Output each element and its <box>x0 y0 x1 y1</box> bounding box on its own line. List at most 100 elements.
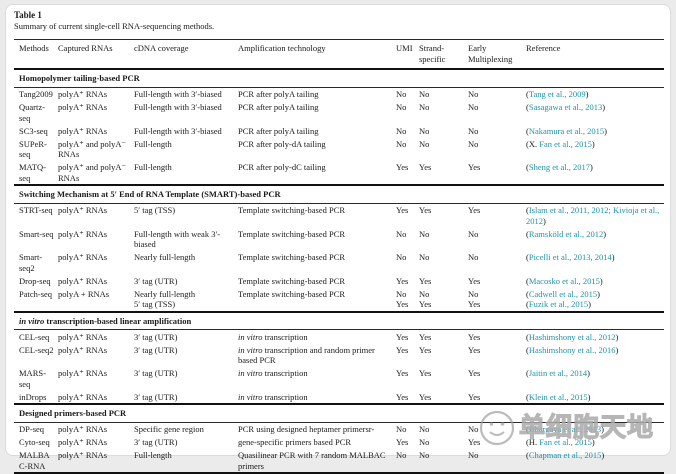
citation-link[interactable]: Picelli et al., 2013, 2014 <box>529 252 612 262</box>
cell-captured-rnas: polyA⁺ RNAs <box>58 124 134 137</box>
table-header-row: Methods Captured RNAs cDNA coverage Ampl… <box>14 40 664 70</box>
reference: (Nakamura et al., 2015) <box>526 126 661 137</box>
cell-method: Smart-seq <box>14 227 58 251</box>
section-header-row: in vitro transcription-based linear ampl… <box>14 312 664 330</box>
cell-umi: No <box>396 449 419 474</box>
cell-strand-specific: No <box>419 422 468 436</box>
reference: (Bhargava et al., 2013) <box>526 424 661 435</box>
cell-amplification: Quasilinear PCR with 7 random MALBAC pri… <box>238 449 396 474</box>
reference-paren: ) <box>601 424 604 434</box>
cell-early-multiplexing: No <box>468 227 526 251</box>
cell-captured-rnas: polyA⁺ and polyA⁻ RNAs <box>58 161 134 186</box>
citation-link[interactable]: Bhargava et al., 2013 <box>529 424 601 434</box>
cell-strand-specific: Yes <box>419 367 468 391</box>
citation-link[interactable]: Chapman et al., 2015 <box>529 450 601 460</box>
cell-amplification: Template switching-based PCR <box>238 203 396 227</box>
cell-method: MALBAC-RNA <box>14 449 58 474</box>
citation-link[interactable]: Fuzik et al., 2015 <box>529 299 588 309</box>
reference-paren: ) <box>616 345 619 355</box>
cell-method: MARS-seq <box>14 367 58 391</box>
cell-amplification: PCR after poly-dA tailing <box>238 137 396 161</box>
cell-amplification: Template switching-based PCR <box>238 227 396 251</box>
citation-link[interactable]: Jaitin et al., 2014 <box>529 368 587 378</box>
cell-cdna-coverage: 3′ tag (UTR) <box>134 274 238 287</box>
cell-captured-rnas: polyA⁺ RNAs <box>58 87 134 101</box>
cell-captured-rnas: polyA⁺ RNAs <box>58 436 134 449</box>
citation-link[interactable]: Nakamura et al., 2015 <box>529 126 604 136</box>
cell-cdna-coverage: 3′ tag (UTR) <box>134 343 238 367</box>
cell-cdna-coverage: Full-length with 3′-biased <box>134 124 238 137</box>
cell-cdna-coverage: Full-length <box>134 449 238 474</box>
cell-strand-specific: No <box>419 436 468 449</box>
methods-summary-table: Methods Captured RNAs cDNA coverage Ampl… <box>14 39 664 474</box>
cell-early-multiplexing: Yes <box>468 274 526 287</box>
cell-cdna-coverage: Specific gene region <box>134 422 238 436</box>
col-header-reference: Reference <box>526 40 664 70</box>
citation-link[interactable]: Sasagawa et al., 2013 <box>529 102 602 112</box>
cell-umi: No <box>396 101 419 125</box>
citation-link[interactable]: Macosko et al., 2015 <box>529 276 600 286</box>
citation-link[interactable]: Sheng et al., 2017 <box>529 162 590 172</box>
cell-umi: Yes <box>396 274 419 287</box>
citation-link[interactable]: Fan et al., 2015 <box>539 139 592 149</box>
reference-paren: ) <box>604 126 607 136</box>
cell-strand-specific: Yes <box>419 274 468 287</box>
reference-paren: ) <box>612 252 615 262</box>
reference: (H. Fan et al., 2015) <box>526 437 661 448</box>
cell-reference: (Jaitin et al., 2014) <box>526 367 664 391</box>
cell-early-multiplexing: Yes <box>468 161 526 186</box>
cell-umi: No <box>396 124 419 137</box>
cell-cdna-coverage: Nearly full-length 5′ tag (TSS) <box>134 287 238 312</box>
reference: (Ramsköld et al., 2012) <box>526 229 661 240</box>
col-header-cdna-coverage: cDNA coverage <box>134 40 238 70</box>
citation-link[interactable]: Hashimshony et al., 2016 <box>529 345 616 355</box>
reference: (Sheng et al., 2017) <box>526 162 661 173</box>
citation-link[interactable]: Cadwell et al., 2015 <box>529 289 597 299</box>
cell-captured-rnas: polyA⁺ RNAs <box>58 449 134 474</box>
reference: (Tang et al., 2009) <box>526 89 661 100</box>
cell-cdna-coverage: Full-length <box>134 161 238 186</box>
paper-page: Table 1 Summary of current single-cell R… <box>5 4 671 456</box>
cell-method: Quartz-seq <box>14 101 58 125</box>
cell-strand-specific: Yes <box>419 343 468 367</box>
reference-paren: ) <box>588 299 591 309</box>
cell-amplification: PCR after polyA tailing <box>238 124 396 137</box>
citation-link[interactable]: Hashimshony et al., 2012 <box>529 332 616 342</box>
col-header-umi: UMI <box>396 40 419 70</box>
reference: (Klein et al., 2015) <box>526 392 661 403</box>
cell-amplification: in vitro transcription and random primer… <box>238 343 396 367</box>
table-caption: Summary of current single-cell RNA-seque… <box>14 21 662 32</box>
section-header-row: Switching Mechanism at 5′ End of RNA Tem… <box>14 185 664 203</box>
citation-link[interactable]: Tang et al., 2009 <box>529 89 586 99</box>
cell-cdna-coverage: Full-length with weak 3′-biased <box>134 227 238 251</box>
cell-early-multiplexing: Yes <box>468 203 526 227</box>
cell-amplification: in vitro transcription <box>238 390 396 404</box>
cell-amplification: PCR using designed heptamer primersr- <box>238 422 396 436</box>
citation-link[interactable]: Klein et al., 2015 <box>529 392 588 402</box>
citation-link[interactable]: Ramsköld et al., 2012 <box>529 229 603 239</box>
cell-captured-rnas: polyA⁺ RNAs <box>58 227 134 251</box>
cell-reference: (Sheng et al., 2017) <box>526 161 664 186</box>
cell-umi: No <box>396 422 419 436</box>
cell-strand-specific: No <box>419 87 468 101</box>
citation-link[interactable]: Fan et al., 2015 <box>539 437 592 447</box>
cell-strand-specific: No <box>419 124 468 137</box>
cell-reference: (Picelli et al., 2013, 2014) <box>526 251 664 275</box>
cell-cdna-coverage: Full-length <box>134 137 238 161</box>
cell-strand-specific: Yes <box>419 161 468 186</box>
cell-captured-rnas: polyA⁺ RNAs <box>58 330 134 344</box>
cell-captured-rnas: polyA⁺ RNAs <box>58 422 134 436</box>
cell-cdna-coverage: 3′ tag (UTR) <box>134 436 238 449</box>
cell-reference: (Hashimshony et al., 2016) <box>526 343 664 367</box>
cell-amplification: gene-specific primers based PCR <box>238 436 396 449</box>
cell-captured-rnas: polyA⁺ RNAs <box>58 343 134 367</box>
reference-paren: ) <box>592 437 595 447</box>
section-header-row: Designed primers-based PCR <box>14 404 664 422</box>
cell-umi: Yes <box>396 390 419 404</box>
